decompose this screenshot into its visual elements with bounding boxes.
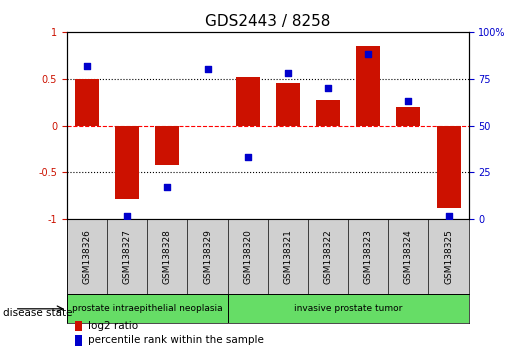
Text: GSM138321: GSM138321 — [283, 229, 293, 284]
Bar — [75, 79, 99, 126]
Point — [123, 213, 131, 218]
Text: GSM138326: GSM138326 — [82, 229, 92, 284]
Text: log2 ratio: log2 ratio — [88, 321, 139, 331]
Text: GSM138325: GSM138325 — [444, 229, 453, 284]
Bar — [67, 294, 228, 324]
Point — [324, 85, 332, 91]
Bar — [316, 100, 340, 126]
Text: GSM138320: GSM138320 — [243, 229, 252, 284]
Point — [364, 52, 372, 57]
Point — [244, 155, 252, 160]
Point — [284, 70, 292, 76]
Point — [203, 67, 212, 72]
Point — [163, 184, 171, 190]
Title: GDS2443 / 8258: GDS2443 / 8258 — [205, 14, 331, 29]
Point — [83, 63, 91, 68]
Point — [404, 98, 413, 104]
Bar — [228, 294, 469, 324]
Bar — [75, 321, 82, 331]
Bar — [236, 77, 260, 126]
Bar — [437, 126, 460, 208]
Text: invasive prostate tumor: invasive prostate tumor — [294, 304, 402, 313]
Bar — [75, 335, 82, 346]
Text: prostate intraepithelial neoplasia: prostate intraepithelial neoplasia — [72, 304, 222, 313]
Text: GSM138328: GSM138328 — [163, 229, 172, 284]
Text: GSM138324: GSM138324 — [404, 229, 413, 284]
Text: GSM138329: GSM138329 — [203, 229, 212, 284]
Bar — [115, 126, 139, 199]
Text: GSM138322: GSM138322 — [323, 229, 333, 284]
Text: GSM138327: GSM138327 — [123, 229, 132, 284]
Text: disease state: disease state — [3, 308, 72, 318]
Bar — [156, 126, 179, 165]
Bar — [276, 84, 300, 126]
Point — [444, 213, 453, 218]
Bar — [356, 46, 380, 126]
Bar — [397, 107, 420, 126]
Text: percentile rank within the sample: percentile rank within the sample — [88, 336, 264, 346]
Text: GSM138323: GSM138323 — [364, 229, 373, 284]
